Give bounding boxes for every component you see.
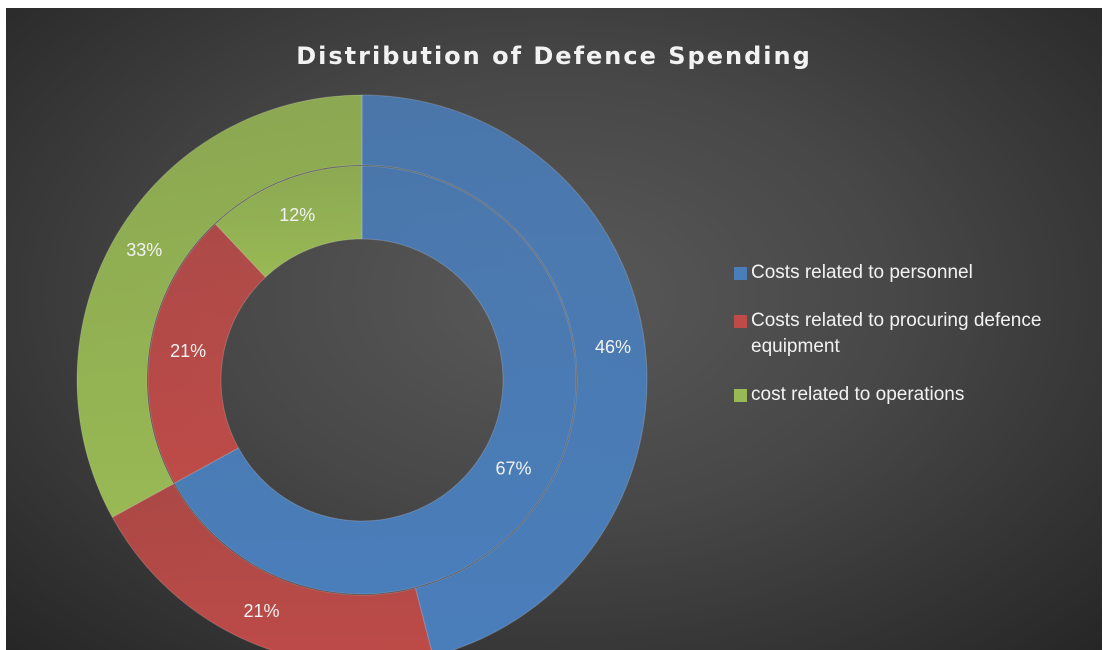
outer-ring-data-label-procurement: 21% (244, 601, 280, 621)
inner-ring-data-label-operations: 12% (279, 205, 315, 225)
legend-swatch-operations (734, 389, 747, 402)
legend-label-operations: cost related to operations (751, 384, 965, 405)
outer-ring-data-label-operations: 33% (126, 240, 162, 260)
legend-label-personnel: Costs related to personnel (751, 262, 973, 283)
chart-title: Distribution of Defence Spending (296, 42, 812, 70)
inner-ring-data-label-procurement: 21% (170, 341, 206, 361)
outer-ring-slice-operations (76, 94, 363, 518)
legend-label-procurement: Costs related to procuring defence equip… (751, 310, 1042, 357)
legend-swatch-personnel (734, 267, 747, 280)
outer-ring-slice-procurement (111, 482, 432, 650)
inner-ring-slice-personnel (173, 165, 577, 595)
outer-ring-data-label-personnel: 46% (595, 337, 631, 357)
inner-ring-data-label-personnel: 67% (495, 458, 531, 478)
inner-ring-slice-procurement (147, 223, 267, 484)
legend-swatch-procurement (734, 315, 747, 328)
inner-ring-slice-operations (214, 165, 363, 278)
legend-item-operations: cost related to operations (734, 382, 1094, 408)
outer-ring-slice-personnel (361, 94, 648, 650)
legend-item-personnel: Costs related to personnel (734, 260, 1094, 286)
legend: Costs related to personnel Costs related … (734, 260, 1094, 408)
legend-item-procurement: Costs related to procuring defence equip… (734, 308, 1094, 360)
chart-area: Distribution of Defence Spending 67% 21% 1… (6, 8, 1102, 650)
doughnut-chart: 67% 21% 12% 46% 21% 33% (76, 94, 648, 650)
